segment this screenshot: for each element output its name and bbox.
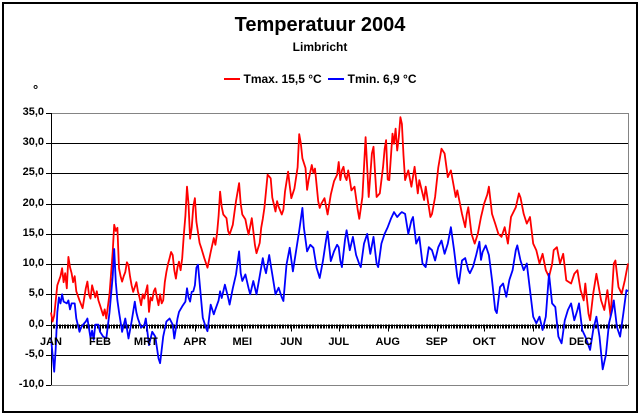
y-axis-tick-label: 30,0	[22, 136, 44, 149]
x-axis-month-label: DEC	[568, 336, 593, 348]
series-line	[50, 116, 629, 323]
y-axis-tick-label: -5,0	[25, 347, 44, 360]
legend-label-tmax: Tmax. 15,5 °C	[243, 72, 322, 86]
chart-title: Temperatuur 2004	[234, 14, 406, 36]
x-axis-month-label: OKT	[472, 336, 496, 348]
y-axis-unit-symbol: °	[33, 82, 39, 97]
x-axis-month-label: FEB	[89, 336, 111, 348]
y-axis-tick-label: 5,0	[28, 287, 44, 300]
x-axis-month-label: JAN	[39, 336, 62, 348]
y-axis-tick-label: 35,0	[22, 106, 44, 118]
y-axis-tick-label: 20,0	[22, 196, 44, 209]
y-axis-tick-label: 25,0	[22, 166, 44, 179]
y-axis-tick-label: 10,0	[22, 257, 44, 270]
x-axis-month-label: JUL	[328, 336, 350, 348]
y-axis-tick-label: -10,0	[18, 378, 44, 390]
y-axis-tick-label: 0,0	[28, 317, 44, 330]
x-axis-month-label: SEP	[425, 336, 448, 348]
tmax-line-swatch-icon	[223, 78, 240, 80]
series-line	[50, 206, 629, 373]
legend-item-tmin: Tmin. 6,9 °C	[327, 72, 417, 86]
legend-item-tmax: Tmax. 15,5 °C	[223, 72, 322, 86]
tmin-line-swatch-icon	[327, 78, 344, 80]
chart-subtitle: Limbricht	[292, 40, 348, 54]
x-axis-month-label: AUG	[375, 336, 400, 348]
x-axis-month-label: MRT	[133, 336, 158, 348]
x-axis-month-label: JUN	[280, 336, 303, 348]
y-axis-tick-label: 15,0	[22, 226, 44, 239]
x-axis-month-label: APR	[183, 336, 207, 348]
x-axis-month-label: MEI	[232, 336, 253, 348]
x-axis-month-label: NOV	[521, 336, 546, 348]
legend: Tmax. 15,5 °C Tmin. 6,9 °C	[0, 72, 640, 86]
legend-label-tmin: Tmin. 6,9 °C	[347, 72, 417, 86]
